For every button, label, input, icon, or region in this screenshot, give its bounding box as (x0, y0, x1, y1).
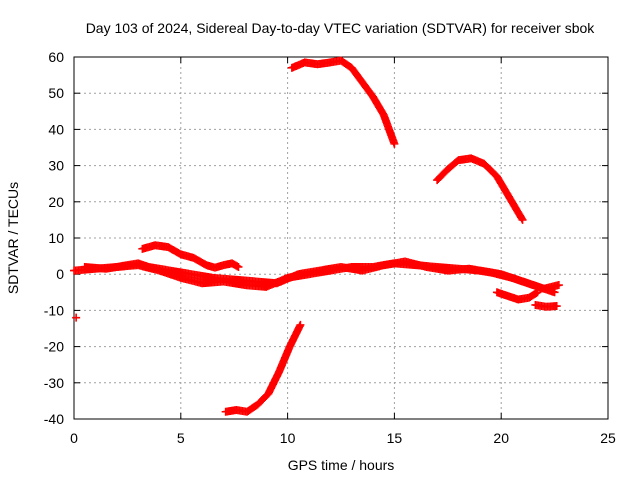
data-point (550, 288, 559, 297)
data-point (552, 302, 561, 311)
data-point (296, 320, 305, 329)
series-isolated-point (72, 313, 81, 322)
x-tick-label: 0 (70, 430, 78, 446)
y-tick-label: 20 (48, 194, 64, 210)
y-tick-label: -20 (44, 339, 64, 355)
x-tick-label: 20 (493, 430, 509, 446)
y-tick-label: 50 (48, 85, 64, 101)
data-point (554, 281, 563, 290)
series-arc-main-band-b (80, 257, 559, 297)
data-point (390, 139, 399, 148)
y-tick-label: 10 (48, 230, 64, 246)
x-axis-label: GPS time / hours (288, 457, 395, 473)
series-arc-tail-right (531, 300, 561, 311)
series-arc-top (287, 56, 399, 148)
data-marks (70, 56, 563, 416)
x-tick-label: 10 (280, 430, 296, 446)
data-point (517, 214, 526, 223)
series-arc-hump-low (138, 241, 243, 272)
y-tick-label: 60 (48, 49, 64, 65)
y-tick-label: 0 (56, 266, 64, 282)
y-tick-label: -10 (44, 302, 64, 318)
y-tick-label: 30 (48, 158, 64, 174)
data-point (533, 288, 542, 297)
y-tick-label: -30 (44, 375, 64, 391)
series-arc-mid-right (433, 154, 527, 224)
data-point (518, 215, 527, 224)
y-axis-label: SDTVAR / TECUs (5, 182, 21, 294)
y-tick-label: -40 (44, 411, 64, 427)
series-arc-bottom (221, 320, 305, 416)
chart-title: Day 103 of 2024, Sidereal Day-to-day VTE… (86, 20, 596, 36)
data-point (72, 313, 81, 322)
x-tick-label: 25 (600, 430, 616, 446)
data-point (234, 262, 243, 271)
series-arc-dip-right (492, 288, 542, 304)
y-tick-label: 40 (48, 121, 64, 137)
grid-lines (74, 57, 608, 419)
x-tick-label: 5 (177, 430, 185, 446)
tick-labels: 0 5 10 15 20 25 -40 -30 -20 -10 0 10 20 30 40 50 60 (44, 49, 616, 446)
x-tick-label: 15 (387, 430, 403, 446)
